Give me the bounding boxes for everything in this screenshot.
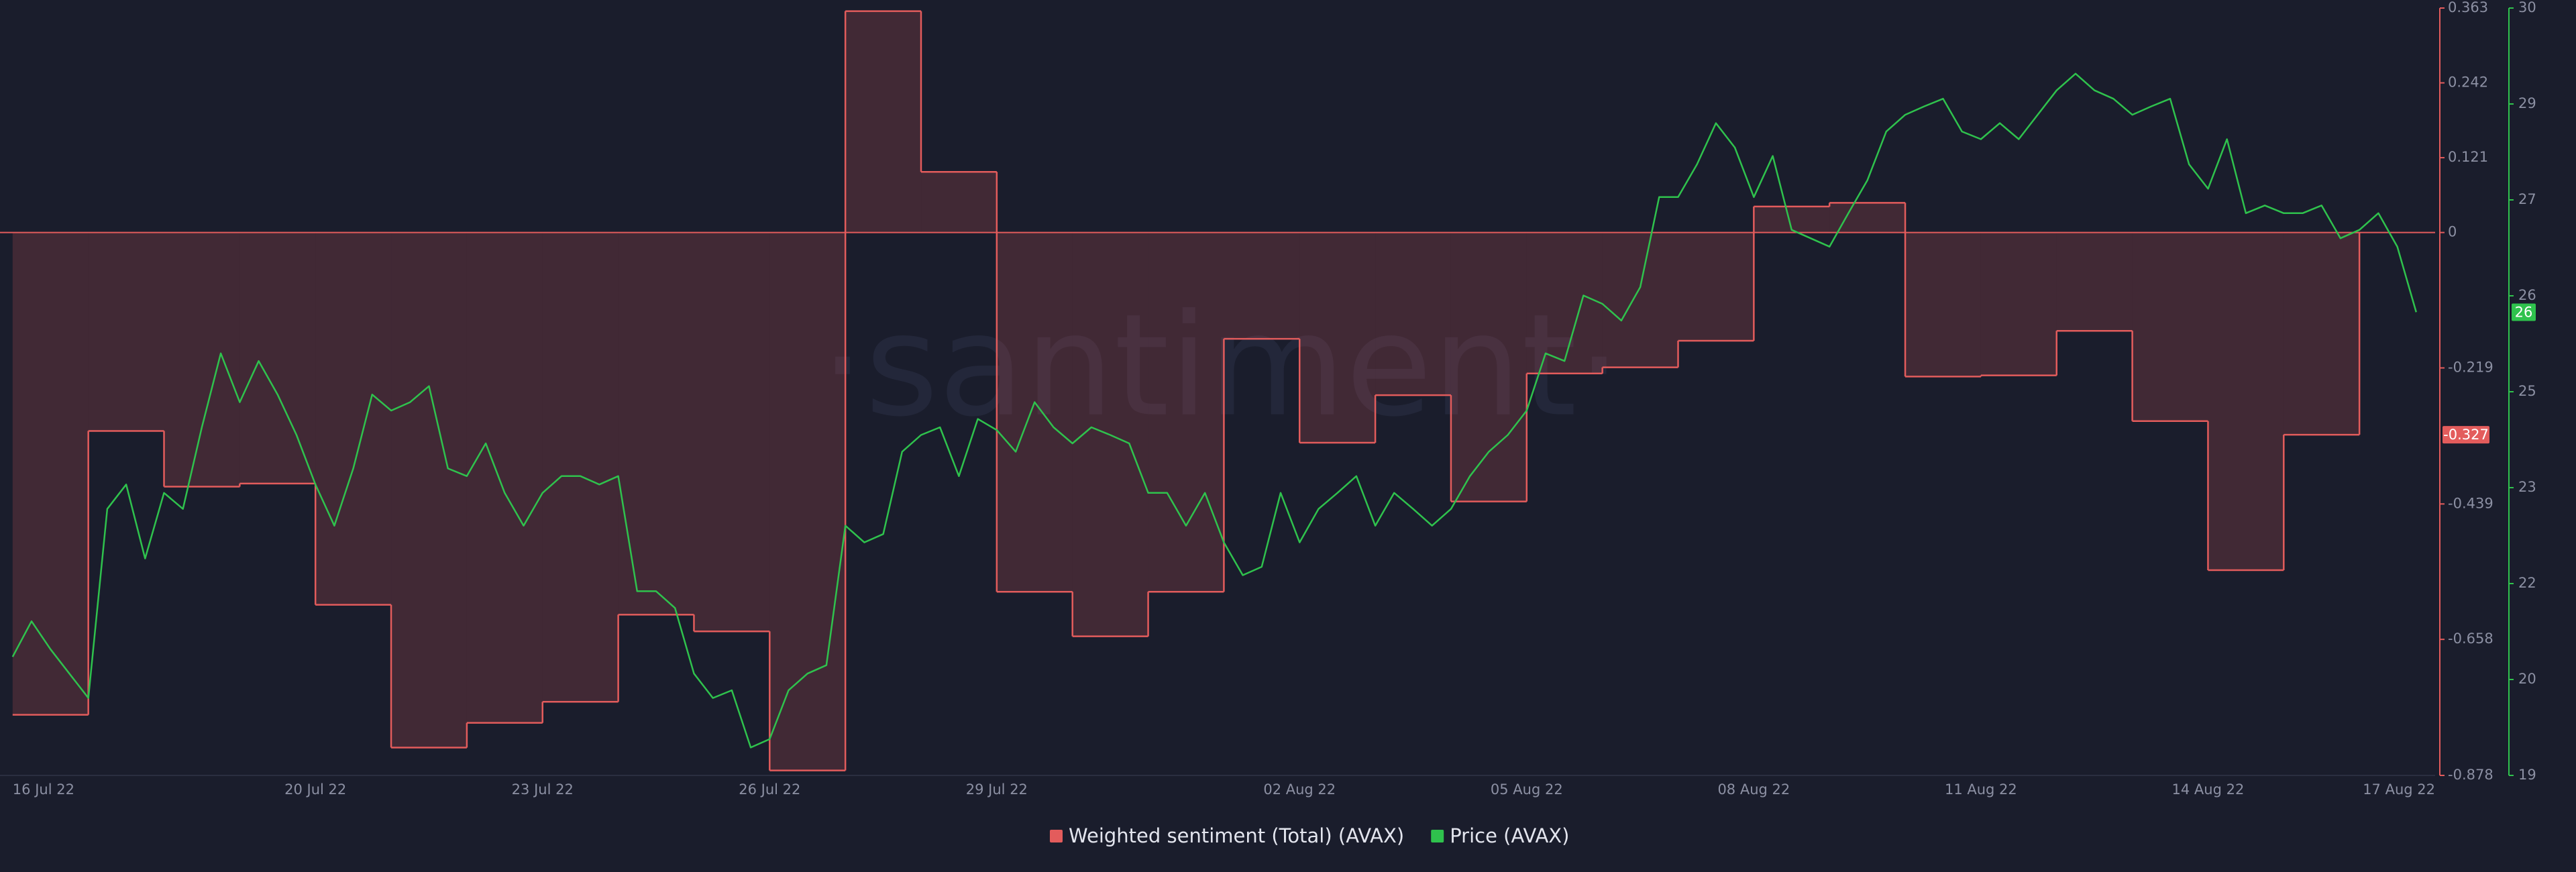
area-segment [239,232,316,484]
area-segment [1602,232,1678,368]
area-segment [694,232,770,632]
y2-tick-label: 26 [2518,287,2536,303]
y-tick-label: 0.121 [2448,149,2488,165]
y2-tick-label: 19 [2518,767,2536,783]
y2-tick-label: 27 [2518,191,2536,207]
area-segment [1224,232,1300,339]
y-tick-label: -0.219 [2448,360,2493,376]
x-tick-label: 08 Aug 22 [1717,781,1790,798]
area-segment [1829,203,1906,233]
area-segment [1299,232,1376,443]
area-segment [315,232,392,605]
x-tick-label: 05 Aug 22 [1491,781,1563,798]
last-value-badge: 26 [2512,303,2536,321]
badge-box [2512,303,2536,321]
area-segment [2056,232,2133,331]
area-segment [1450,232,1527,502]
y2-tick-label: 20 [2518,671,2536,687]
x-tick-label: 29 Jul 22 [966,781,1028,798]
badge-box [2443,426,2489,444]
legend-label: Price (AVAX) [1450,824,1569,847]
legend: Weighted sentiment (Total) (AVAX) Price (… [1050,824,1569,847]
area-segment [769,232,846,771]
y-tick-label: -0.878 [2448,767,2493,783]
x-tick-label: 20 Jul 22 [284,781,346,798]
x-tick-label: 14 Aug 22 [2172,781,2245,798]
y2-tick-label: 25 [2518,383,2536,399]
area-segment [618,232,694,615]
area-segment [1980,232,2057,376]
y2-tick-label: 30 [2518,0,2536,15]
area-segment [921,172,997,233]
last-value-badge: -0.327 [2443,426,2489,444]
last-value-label: -0.327 [2443,427,2489,443]
y2-tick-label: 29 [2518,95,2536,111]
area-segment [164,232,240,487]
area-segment [2208,232,2284,570]
legend-swatch [1431,830,1444,842]
x-tick-label: 02 Aug 22 [1263,781,1336,798]
area-segment [1905,232,1981,377]
last-value-label: 26 [2515,304,2533,320]
area-segment [466,232,543,723]
area-segment [1678,232,1754,341]
x-tick-label: 16 Jul 22 [13,781,74,798]
x-tick-label: 23 Jul 22 [512,781,574,798]
legend-swatch [1050,830,1063,842]
area-segment [12,232,89,715]
area-segment [2284,232,2360,435]
x-tick-label: 11 Aug 22 [1945,781,2017,798]
area-segment [1375,232,1451,396]
x-tick-label: 17 Aug 22 [2363,781,2435,798]
y-tick-label: 0 [2448,224,2457,240]
area-segment [2132,232,2208,421]
area-segment [1526,232,1603,374]
watermark: ·santiment· [820,284,1622,448]
y-tick-label: 0.363 [2448,0,2488,15]
legend-label: Weighted sentiment (Total) (AVAX) [1069,824,1404,847]
price-line [11,72,2418,749]
area-segment [1148,232,1224,592]
y-tick-label: 0.242 [2448,74,2488,91]
area-segment [845,11,922,233]
area-segment [391,232,467,748]
area-segment [88,232,164,431]
y-tick-label: -0.439 [2448,495,2493,511]
y2-tick-label: 23 [2518,479,2536,495]
area-segment [996,232,1073,592]
x-tick-label: 26 Jul 22 [739,781,800,798]
area-segment [542,232,619,702]
y2-tick-label: 22 [2518,575,2536,591]
y-tick-label: -0.658 [2448,631,2493,647]
